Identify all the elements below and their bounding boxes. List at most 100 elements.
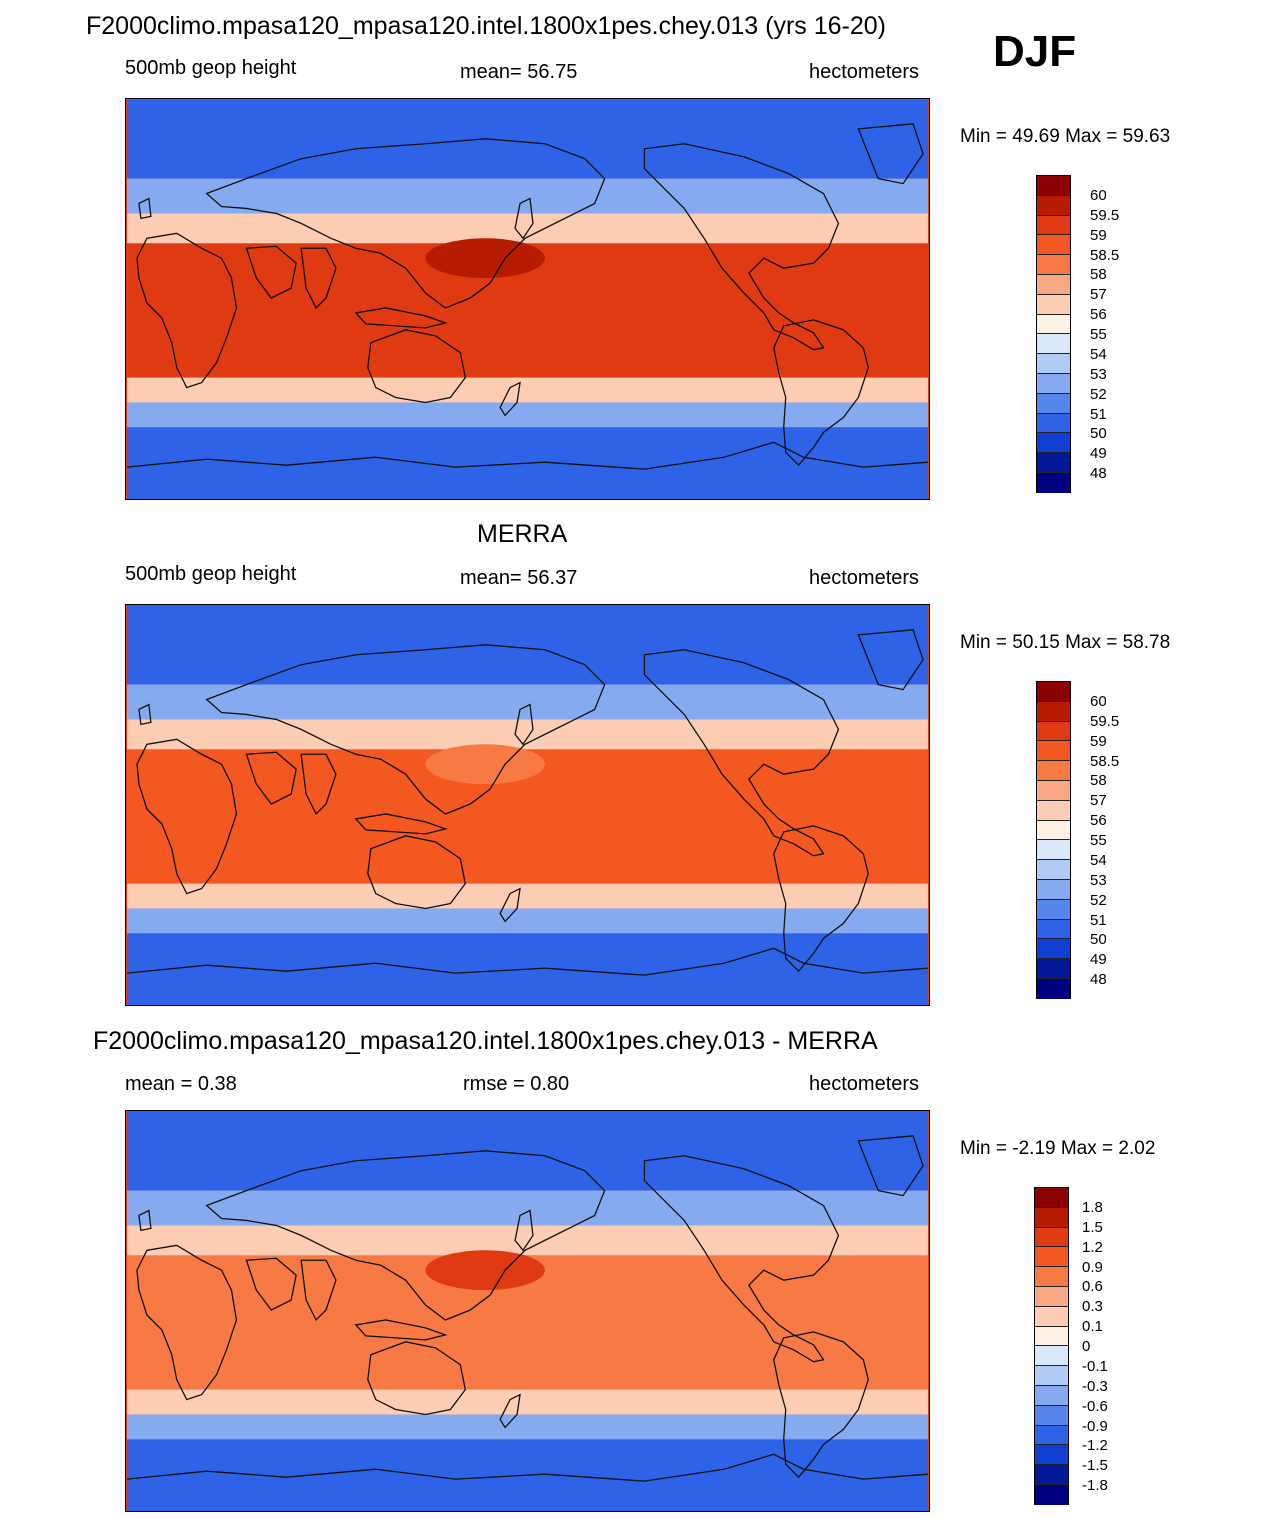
map-field <box>126 99 929 499</box>
panel3-minmax: Min = -2.19 Max = 2.02 <box>960 1138 1156 1159</box>
colorbar-box <box>1035 1346 1068 1367</box>
panel1-mean-label: mean= 56.75 <box>460 61 578 83</box>
colorbar-tick-label: 53 <box>1090 365 1107 383</box>
panel1-variable-label: 500mb geop height <box>125 57 297 79</box>
north-mid-band <box>127 1190 928 1226</box>
coastline <box>367 329 467 404</box>
colorbar-tick-label: 58 <box>1090 266 1107 284</box>
map-field <box>126 1111 929 1511</box>
colorbar-tick-label: 49 <box>1090 951 1107 969</box>
south-mid-band <box>127 908 928 934</box>
colorbar-tick-label: 52 <box>1090 891 1107 909</box>
colorbar-tick-label: 55 <box>1090 326 1107 343</box>
colorbar-tick-label: 1.5 <box>1082 1218 1103 1236</box>
colorbar-tick-label: 49 <box>1090 445 1107 463</box>
coastline <box>138 197 152 220</box>
colorbar-tick-label: 56 <box>1090 306 1107 324</box>
field-maximum <box>425 744 545 785</box>
colorbar-box <box>1037 978 1070 999</box>
panel3-map <box>125 1110 930 1512</box>
colorbar-box <box>1035 1286 1068 1307</box>
colorbar-box <box>1037 393 1070 414</box>
south-mid-band <box>127 402 928 428</box>
panel1-colorbar <box>1036 175 1071 493</box>
panel2-mean-label: mean= 56.37 <box>460 567 578 589</box>
colorbar-box <box>1037 215 1070 236</box>
colorbar-box <box>1037 800 1070 821</box>
colorbar-box <box>1035 1326 1068 1347</box>
panel3-units-label: hectometers <box>809 1073 920 1095</box>
colorbar-tick-label: 48 <box>1090 465 1107 483</box>
panel2-variable-label: 500mb geop height <box>125 563 297 585</box>
colorbar-tick-label: 50 <box>1090 931 1107 949</box>
colorbar-tick-label: 58 <box>1090 772 1107 790</box>
colorbar-box <box>1037 294 1070 315</box>
coastline <box>205 644 606 815</box>
colorbar-tick-label: 54 <box>1090 345 1107 363</box>
panel2-units-label: hectometers <box>809 567 920 589</box>
colorbar-box <box>1037 472 1070 493</box>
colorbar-box <box>1035 1405 1068 1426</box>
coastline <box>205 1150 606 1321</box>
field-maximum <box>425 238 545 279</box>
coastline <box>643 1155 840 1363</box>
coastline <box>136 1244 238 1401</box>
colorbar-box <box>1035 1247 1068 1268</box>
colorbar-tick-label: 59 <box>1090 226 1107 244</box>
coastline <box>499 1393 521 1429</box>
panel3-title: F2000climo.mpasa120_mpasa120.intel.1800x… <box>93 1027 878 1055</box>
coastline <box>643 649 840 857</box>
coastline <box>499 381 521 417</box>
colorbar-box <box>1037 354 1070 374</box>
colorbar-box <box>1035 1484 1068 1505</box>
colorbar-box <box>1035 1425 1068 1446</box>
north-polar-band <box>127 605 928 685</box>
colorbar-box <box>1035 1188 1068 1208</box>
colorbar-tick-label: -1.8 <box>1082 1477 1108 1495</box>
south-transition-band <box>127 377 928 403</box>
colorbar-tick-label: 0.6 <box>1082 1278 1103 1296</box>
coastline <box>367 835 467 910</box>
coastline <box>138 1209 152 1232</box>
colorbar-box <box>1037 334 1070 355</box>
coastline <box>354 307 448 329</box>
map-field <box>126 605 929 1005</box>
coastline <box>773 319 869 467</box>
coastline <box>136 232 238 389</box>
south-mid-band <box>127 1414 928 1440</box>
colorbar-tick-label: 51 <box>1090 405 1107 423</box>
colorbar-box <box>1037 840 1070 861</box>
colorbar-tick-label: -0.6 <box>1082 1397 1108 1415</box>
colorbar-box <box>1037 195 1070 216</box>
colorbar-tick-label: -0.1 <box>1082 1357 1108 1375</box>
coastline <box>126 441 929 470</box>
colorbar-box <box>1037 314 1070 335</box>
panel1-title: F2000climo.mpasa120_mpasa120.intel.1800x… <box>86 12 887 40</box>
colorbar-box <box>1035 1306 1068 1327</box>
colorbar-tick-label: 0.3 <box>1082 1298 1103 1316</box>
colorbar-box <box>1037 255 1070 275</box>
coastline <box>773 825 869 973</box>
colorbar-tick-label: 55 <box>1090 832 1107 849</box>
colorbar-box <box>1035 1445 1068 1466</box>
panel3-mean-label: mean = 0.38 <box>125 1073 237 1095</box>
colorbar-box <box>1037 453 1070 473</box>
south-transition-band <box>127 1389 928 1415</box>
colorbar-box <box>1037 741 1070 762</box>
coastline <box>245 1257 297 1311</box>
coastline <box>136 738 238 895</box>
coastline <box>300 1259 337 1322</box>
panel1-minmax: Min = 49.69 Max = 59.63 <box>960 126 1171 147</box>
colorbar-tick-label: 54 <box>1090 851 1107 869</box>
colorbar-box <box>1037 373 1070 394</box>
colorbar-tick-label: 58.5 <box>1090 246 1120 264</box>
coastline <box>300 753 337 816</box>
coastline <box>514 197 534 240</box>
panel3-rmse-label: rmse = 0.80 <box>463 1073 570 1095</box>
panel2-colorbar <box>1036 681 1071 999</box>
coastline <box>514 1209 534 1252</box>
colorbar-tick-label: 59 <box>1090 732 1107 750</box>
coastline <box>245 751 297 805</box>
north-mid-band <box>127 178 928 214</box>
north-polar-band <box>127 1111 928 1191</box>
